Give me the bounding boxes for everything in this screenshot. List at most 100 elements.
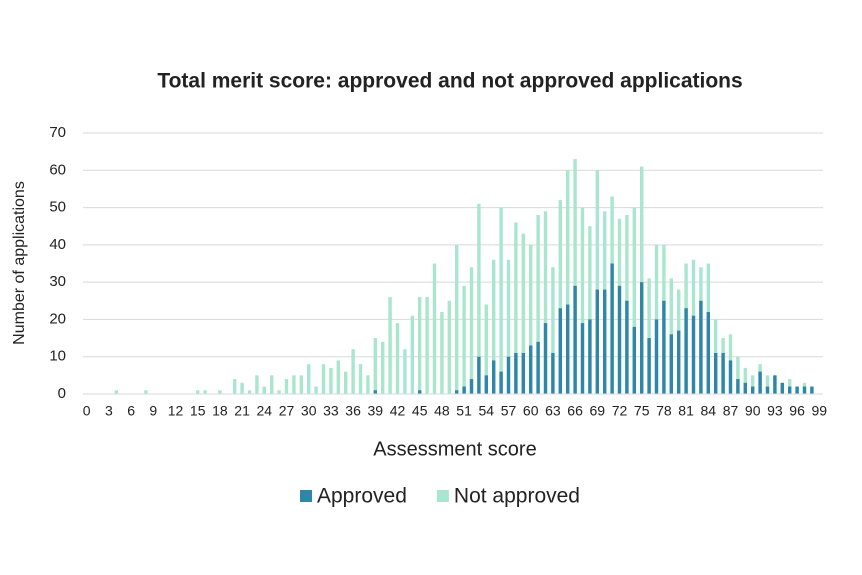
bar — [469, 267, 474, 394]
bar — [699, 300, 703, 394]
bar — [247, 390, 252, 394]
x-tick-label: 3 — [105, 403, 113, 419]
x-tick-label: 90 — [745, 403, 761, 419]
bar — [381, 341, 385, 394]
bar — [307, 364, 311, 394]
bar — [277, 390, 281, 394]
bar — [610, 263, 614, 394]
bar — [329, 367, 333, 394]
bar — [455, 244, 459, 394]
x-tick-label: 60 — [523, 403, 539, 419]
x-tick-label: 78 — [656, 403, 672, 419]
bar — [499, 207, 503, 394]
bar — [358, 364, 363, 394]
bar — [373, 338, 377, 394]
bar — [529, 244, 533, 394]
bar — [595, 289, 599, 394]
x-tick-label: 21 — [234, 403, 250, 419]
bar — [795, 386, 799, 394]
x-tick-label: 72 — [612, 403, 628, 419]
bar — [736, 379, 740, 394]
bar — [758, 371, 762, 394]
bar — [573, 159, 577, 394]
bar — [492, 360, 496, 394]
bar — [580, 323, 585, 394]
x-axis-title: Assessment score — [373, 438, 536, 460]
bar — [233, 379, 237, 394]
bar — [514, 352, 518, 394]
bar — [640, 282, 644, 394]
x-tick-label: 63 — [545, 403, 561, 419]
bar — [514, 222, 518, 394]
bar — [388, 297, 392, 394]
bar — [477, 356, 481, 394]
bar — [543, 323, 548, 394]
y-tick-label: 60 — [49, 161, 66, 178]
x-tick-label: 9 — [149, 403, 157, 419]
bar — [373, 390, 377, 394]
bar — [484, 304, 488, 394]
bar — [736, 356, 740, 394]
x-tick-label: 81 — [678, 403, 694, 419]
legend-swatch — [436, 490, 449, 502]
bar — [292, 375, 296, 394]
bar — [632, 207, 636, 394]
bar — [595, 170, 599, 394]
bar — [410, 315, 414, 394]
bar — [499, 371, 503, 394]
bar — [684, 308, 688, 394]
y-tick-label: 20 — [49, 310, 66, 327]
bar — [743, 367, 747, 394]
bar — [425, 297, 429, 394]
bar — [617, 285, 622, 394]
bar — [780, 382, 784, 394]
bar — [647, 338, 651, 394]
x-tick-label: 42 — [390, 403, 406, 419]
bar — [662, 300, 666, 394]
bar — [218, 390, 222, 394]
x-tick-label: 30 — [301, 403, 317, 419]
bar — [477, 203, 481, 394]
bar — [566, 304, 570, 394]
bar — [299, 375, 303, 394]
bar — [721, 352, 725, 394]
x-tick-label: 0 — [83, 403, 91, 419]
bar — [802, 386, 807, 394]
bar — [632, 326, 636, 394]
x-tick-label: 24 — [257, 403, 273, 419]
bar — [558, 308, 562, 394]
bar — [691, 315, 696, 394]
x-tick-label: 51 — [456, 403, 472, 419]
bar — [447, 300, 451, 394]
bar — [788, 386, 792, 394]
bar — [543, 211, 548, 394]
x-tick-label: 54 — [479, 403, 495, 419]
bar — [114, 390, 118, 394]
bar — [484, 375, 488, 394]
bar — [566, 170, 570, 394]
bar — [314, 386, 318, 394]
bar — [351, 349, 355, 394]
bar — [462, 285, 466, 394]
bar — [432, 263, 437, 394]
x-tick-label: 33 — [323, 403, 339, 419]
x-tick-label: 99 — [812, 403, 828, 419]
bar — [418, 297, 422, 394]
bar — [603, 289, 607, 394]
bar — [640, 166, 644, 394]
bar — [462, 386, 466, 394]
x-tick-label: 6 — [127, 403, 135, 419]
bar — [344, 371, 348, 394]
bar — [403, 349, 407, 394]
x-tick-label: 66 — [567, 403, 583, 419]
y-tick-label: 70 — [49, 124, 66, 141]
x-tick-label: 84 — [701, 403, 717, 419]
bar — [588, 319, 592, 394]
bar — [536, 215, 540, 394]
legend-label: Approved — [317, 485, 407, 508]
bar — [728, 360, 733, 394]
bar — [366, 375, 370, 394]
bar — [440, 311, 444, 394]
bar — [240, 382, 244, 394]
